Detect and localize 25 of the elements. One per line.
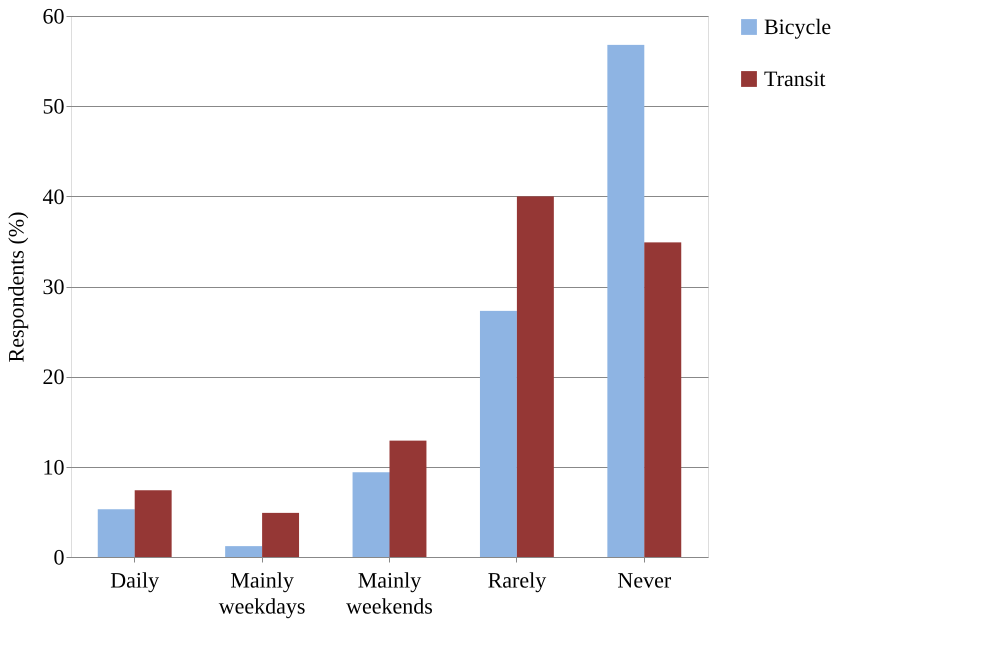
y-tick-label: 60 (42, 4, 64, 28)
y-axis-title: Respondents (%) (4, 212, 28, 362)
bar (225, 546, 262, 557)
bar (644, 242, 682, 557)
bar (134, 490, 172, 557)
bar (352, 472, 390, 557)
bar (98, 509, 135, 557)
bar (607, 44, 644, 557)
bar (390, 440, 426, 557)
bar (516, 196, 554, 557)
bar (480, 310, 517, 557)
legend-label: Transit (764, 66, 826, 91)
bar (262, 512, 300, 557)
x-tick-label: Daily (110, 568, 160, 592)
y-tick-label: 20 (42, 364, 64, 390)
x-tick-label: Never (617, 568, 672, 592)
x-tick-label: Rarely (488, 568, 546, 592)
y-tick-label: 30 (42, 274, 64, 299)
x-tick-label: Mainly weekdays (218, 568, 306, 618)
y-tick-label: 40 (42, 184, 64, 209)
legend-label: Bicycle (764, 14, 832, 39)
y-tick-label: 0 (54, 544, 64, 570)
y-tick-label: 50 (42, 94, 64, 119)
x-tick-label: Mainly weekends (346, 568, 433, 618)
y-tick-label: 10 (42, 454, 64, 480)
